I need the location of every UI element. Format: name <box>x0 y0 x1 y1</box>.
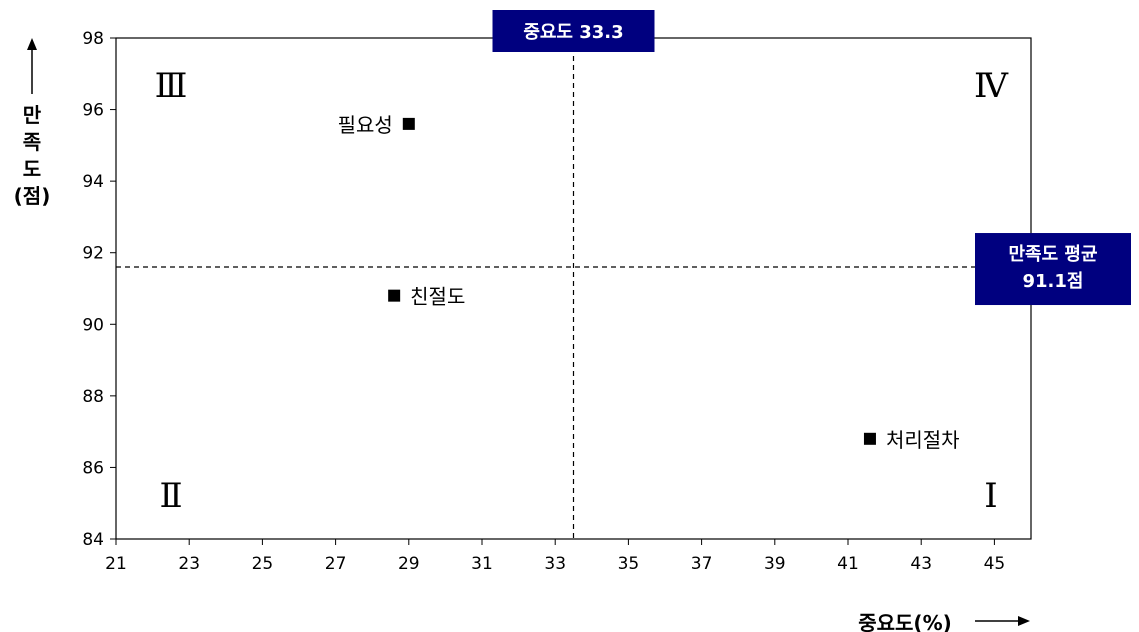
vertical-reference-label-box <box>492 10 655 52</box>
x-tick-label: 25 <box>252 554 274 574</box>
y-axis-title-part: 만 <box>23 103 42 127</box>
x-tick-label: 21 <box>105 554 127 574</box>
x-tick-label: 29 <box>398 554 420 574</box>
reference-lines: 중요도 33.3 만족도 평균 91.1점 <box>116 10 1131 539</box>
y-tick-label: 92 <box>82 244 104 264</box>
horizontal-reference-label-line: 만족도 평균 <box>1008 244 1097 265</box>
horizontal-reference-label-box <box>975 233 1131 306</box>
x-tick-label: 43 <box>910 554 932 574</box>
y-tick-label: 88 <box>82 387 104 407</box>
quadrant-label-top-right: Ⅳ <box>974 66 1009 106</box>
y-axis-title-part: 도 <box>23 157 41 181</box>
x-tick-label: 37 <box>691 554 713 574</box>
vertical-reference-label: 중요도 33.3 <box>523 22 623 43</box>
y-tick-label: 90 <box>82 315 104 335</box>
x-tick-label: 41 <box>837 554 859 574</box>
x-tick-label: 45 <box>984 554 1006 574</box>
quadrant-label-bottom-left: Ⅱ <box>159 476 182 516</box>
y-axis-title-part: 족 <box>23 130 41 154</box>
data-point-marker <box>388 289 401 302</box>
quadrant-labels: Ⅲ Ⅳ Ⅱ Ⅰ <box>155 66 1009 516</box>
y-axis-title-part: (점) <box>14 184 51 208</box>
x-tick-label: 33 <box>544 554 566 574</box>
data-point-label: 친절도 <box>410 285 465 309</box>
data-point-marker <box>863 432 876 445</box>
x-tick-label: 27 <box>325 554 347 574</box>
x-tick-label: 39 <box>764 554 786 574</box>
quadrant-label-bottom-right: Ⅰ <box>984 476 997 516</box>
data-point-label: 처리절차 <box>886 428 960 452</box>
y-tick-label: 96 <box>82 101 104 121</box>
quadrant-label-top-left: Ⅲ <box>155 66 188 106</box>
y-tick-label: 98 <box>82 29 104 49</box>
y-axis-arrow-head <box>27 38 37 50</box>
data-point-marker <box>402 117 415 130</box>
y-axis: 84 86 88 90 92 94 96 98 <box>82 29 116 550</box>
horizontal-reference-label-line: 91.1점 <box>1023 271 1084 292</box>
x-axis: 21 23 25 27 29 31 33 35 37 39 41 43 45 <box>105 539 1005 574</box>
x-tick-label: 31 <box>471 554 493 574</box>
x-tick-label: 35 <box>618 554 640 574</box>
x-tick-label: 23 <box>178 554 200 574</box>
x-axis-title: 중요도(%) <box>858 611 952 632</box>
y-tick-label: 94 <box>82 172 104 192</box>
axis-titles: 만족도 (점) 중요도(%) <box>14 38 1030 632</box>
data-point-label: 필요성 <box>338 113 393 137</box>
y-tick-label: 86 <box>82 458 104 478</box>
x-axis-arrow-head <box>1018 616 1030 626</box>
y-tick-label: 84 <box>82 530 104 550</box>
